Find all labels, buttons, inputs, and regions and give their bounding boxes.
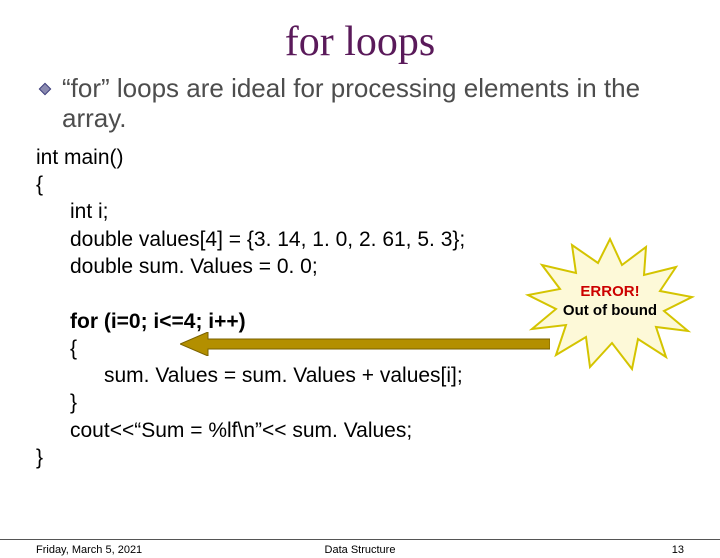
code-line: }: [36, 444, 720, 471]
slide-title: for loops: [0, 18, 720, 66]
footer-page-number: 13: [672, 544, 684, 556]
code-line: int main(): [36, 144, 720, 171]
callout-text: ERROR! Out of bound: [520, 283, 700, 321]
footer-title: Data Structure: [0, 544, 720, 556]
bullet-row: “for” loops are ideal for processing ele…: [38, 74, 682, 134]
code-line: int i;: [36, 198, 720, 225]
arrow-icon: [180, 332, 550, 356]
code-line: {: [36, 171, 720, 198]
callout-line1: ERROR!: [580, 283, 639, 300]
callout-line2: Out of bound: [563, 302, 657, 319]
bullet-text: “for” loops are ideal for processing ele…: [62, 74, 682, 134]
arrow: [180, 332, 550, 356]
code-line: }: [36, 389, 720, 416]
code-line: cout<<“Sum = %lf\n”<< sum. Values;: [36, 417, 720, 444]
bullet-diamond-icon: [38, 82, 52, 96]
